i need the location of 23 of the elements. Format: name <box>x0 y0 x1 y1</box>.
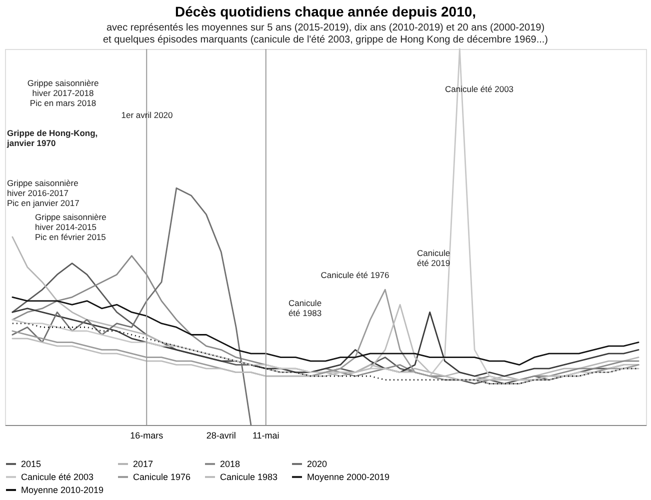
legend-label: 2018 <box>220 459 240 469</box>
annotation: Canicule été 1983 <box>288 298 322 318</box>
annotation: Canicule été 2019 <box>417 248 450 268</box>
legend-label: 2017 <box>133 459 154 469</box>
annotation: Grippe de Hong-Kong, janvier 1970 <box>6 128 98 148</box>
legend-label: Canicule 1983 <box>220 472 278 482</box>
legend-label: Moyenne 2010-2019 <box>21 485 104 495</box>
legend-label: Canicule été 2003 <box>21 472 94 482</box>
x-tick-label: 28-avril <box>206 430 236 440</box>
annotation: Canicule été 2003 <box>445 84 514 94</box>
annotation: Grippe saisonnière hiver 2014-2015 Pic en février 2015 <box>35 212 107 242</box>
annotation: Grippe saisonnière hiver 2017-2018 Pic en mars 2018 <box>27 78 99 108</box>
annotation: 1er avril 2020 <box>121 110 174 120</box>
x-tick-label: 11-mai <box>252 430 280 440</box>
annotation: Canicule été 1976 <box>320 270 390 280</box>
x-tick-label: 16-mars <box>130 430 164 440</box>
legend-label: Canicule 1976 <box>133 472 191 482</box>
legend-label: Moyenne 2000-2019 <box>307 472 390 482</box>
annotation: Grippe saisonnière hiver 2016-2017 Pic en janvier 2017 <box>7 178 80 208</box>
chart-subtitle: avec représentés les moyennes sur 5 ans (2015-2019), dix ans (2010-2019) et 20 ans (2000-2019) et quelques épisodes marquants (canicule de l'été 2003, grippe de Hong Kong de décembre 1969...) <box>103 22 548 46</box>
legend-label: 2015 <box>21 459 42 469</box>
legend-label: 2020 <box>307 459 328 469</box>
chart-title: Décès quotidiens chaque année depuis 2010, <box>174 3 476 20</box>
